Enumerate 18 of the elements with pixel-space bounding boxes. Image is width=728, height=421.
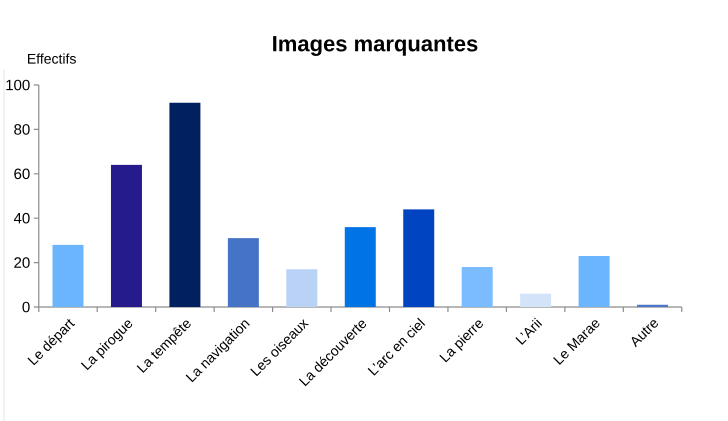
bar <box>578 256 610 307</box>
bar <box>462 267 493 307</box>
y-tick-label: 0 <box>22 302 30 312</box>
bar <box>169 102 200 307</box>
bar <box>286 269 318 307</box>
y-tick-label: 100 <box>6 80 30 90</box>
y-axis-title: Effectifs <box>28 53 76 64</box>
bar <box>344 227 376 307</box>
bar <box>110 164 142 307</box>
bar <box>228 238 259 307</box>
bar <box>52 244 84 307</box>
y-tick-label: 20 <box>14 257 30 268</box>
y-tick-label: 60 <box>14 168 30 180</box>
chart-title: Images marquantes <box>273 36 478 56</box>
y-tick-label: 80 <box>14 124 30 135</box>
bar <box>520 294 552 307</box>
bar <box>403 209 434 307</box>
y-tick-label: 40 <box>14 212 30 224</box>
